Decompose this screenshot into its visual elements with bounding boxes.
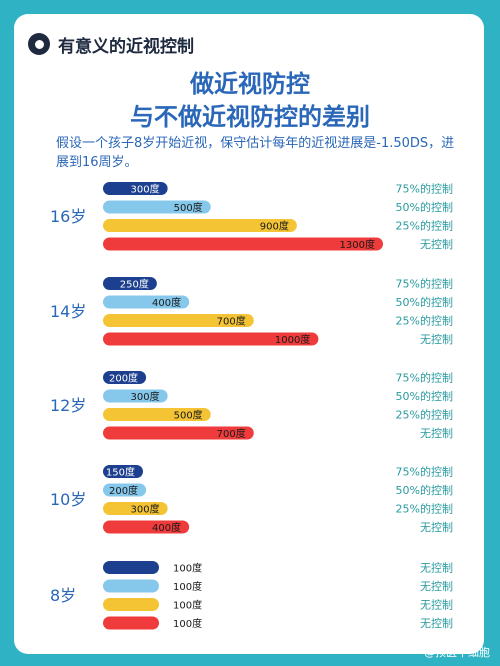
bar <box>103 200 211 214</box>
watermark: @预医干细胞 <box>424 646 490 659</box>
bar-value-label: 300度 <box>131 503 160 516</box>
bar <box>103 295 190 309</box>
series-label: 75%的控制 <box>396 277 453 291</box>
bar <box>103 561 159 574</box>
group-label: 10岁 <box>50 490 86 509</box>
bar <box>103 332 319 346</box>
group-label: 16岁 <box>50 207 86 226</box>
brand-name: 有意义的近视控制 <box>58 36 194 57</box>
group-label: 8岁 <box>50 586 76 605</box>
bar-value-label: 100度 <box>173 599 202 612</box>
bar <box>103 237 383 251</box>
bar <box>103 426 254 440</box>
bar-value-label: 100度 <box>173 562 202 575</box>
bar <box>103 389 168 403</box>
series-label: 无控制 <box>420 616 453 630</box>
bar <box>103 219 297 232</box>
bar-value-label: 900度 <box>260 220 289 233</box>
series-label: 75%的控制 <box>396 371 453 385</box>
group-label: 12岁 <box>50 396 86 415</box>
bar <box>103 371 147 384</box>
title-line-2: 与不做近视防控的差别 <box>130 103 370 131</box>
series-label: 25%的控制 <box>396 219 453 233</box>
bar <box>103 465 143 478</box>
series-label: 25%的控制 <box>396 502 453 516</box>
bar-value-label: 100度 <box>173 617 202 630</box>
bar-value-label: 500度 <box>174 409 203 422</box>
series-label: 25%的控制 <box>396 314 453 328</box>
bar <box>103 277 157 290</box>
bar <box>103 408 211 421</box>
bar-value-label: 100度 <box>173 580 202 593</box>
series-label: 无控制 <box>420 426 453 440</box>
series-label: 无控制 <box>420 520 453 534</box>
bar <box>103 598 159 611</box>
series-label: 50%的控制 <box>396 295 453 309</box>
bar-value-label: 700度 <box>217 315 246 328</box>
bar-value-label: 250度 <box>120 278 149 291</box>
series-label: 无控制 <box>420 598 453 612</box>
bar <box>103 616 159 630</box>
bar-value-label: 400度 <box>152 296 181 309</box>
bar-value-label: 150度 <box>106 466 135 479</box>
series-label: 50%的控制 <box>396 389 453 403</box>
bar <box>103 579 159 593</box>
brand-header: 有意义的近视控制 <box>28 30 194 58</box>
bar <box>103 502 168 515</box>
bar <box>103 483 147 497</box>
bar-value-label: 300度 <box>131 183 160 196</box>
series-label: 无控制 <box>420 237 453 251</box>
description: 假设一个孩子8岁开始近视，保守估计每年的近视进展是-1.50DS，进展到16周岁… <box>56 136 455 170</box>
series-label: 50%的控制 <box>396 483 453 497</box>
series-label: 75%的控制 <box>396 465 453 479</box>
series-label: 50%的控制 <box>396 200 453 214</box>
group-label: 14岁 <box>50 302 86 321</box>
bar <box>103 314 254 327</box>
bar-value-label: 200度 <box>109 484 138 497</box>
bar-value-label: 1300度 <box>340 238 375 251</box>
bar <box>103 520 190 534</box>
bar-value-label: 400度 <box>152 521 181 534</box>
bar-value-label: 500度 <box>174 201 203 214</box>
series-label: 无控制 <box>420 579 453 593</box>
bar-value-label: 700度 <box>217 427 246 440</box>
eye-icon <box>28 33 50 55</box>
series-label: 75%的控制 <box>396 182 453 196</box>
series-label: 无控制 <box>420 332 453 346</box>
title-line-1: 做近视防控 <box>190 70 310 98</box>
bar <box>103 182 168 195</box>
bar-value-label: 300度 <box>131 390 160 403</box>
series-label: 25%的控制 <box>396 408 453 422</box>
series-label: 无控制 <box>420 561 453 575</box>
bar-value-label: 200度 <box>109 372 138 385</box>
bar-value-label: 1000度 <box>275 333 310 346</box>
